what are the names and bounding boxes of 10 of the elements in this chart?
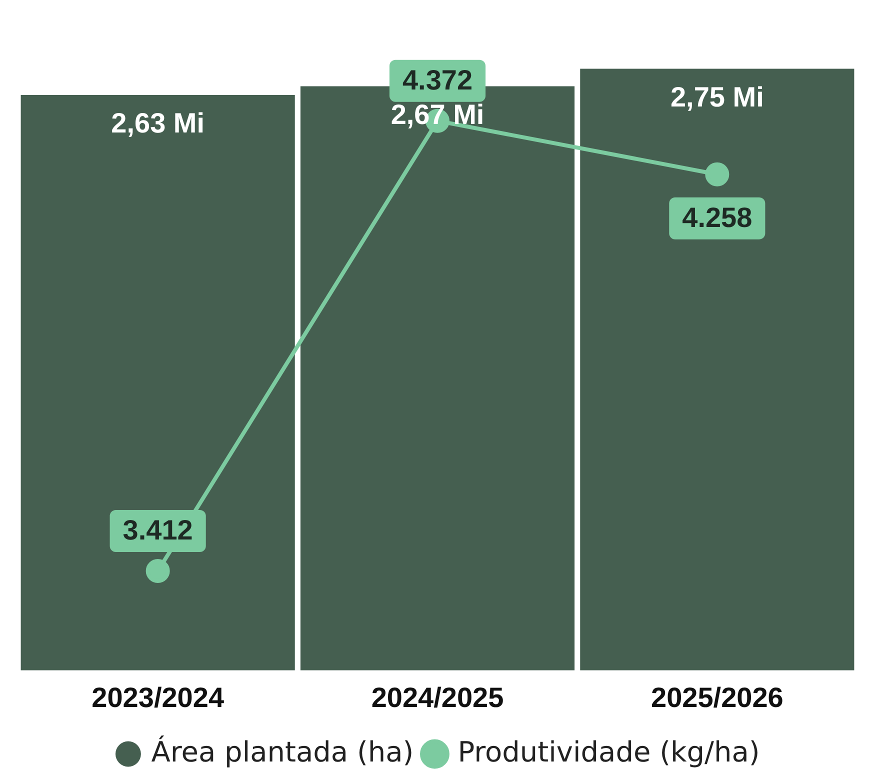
legend-label: Produtividade (kg/ha) (458, 735, 760, 768)
data-label: 3.412 (122, 514, 193, 546)
data-label: 2,75 Mi (670, 81, 764, 112)
data-label: 4.372 (402, 64, 473, 96)
x-tick-label: 2024/2025 (371, 682, 504, 713)
data-label: 2,63 Mi (111, 108, 205, 139)
x-tick-label: 2023/2024 (92, 682, 224, 713)
x-tick-label: 2025/2026 (650, 682, 784, 713)
data-label: 4.258 (682, 202, 752, 234)
legend-label: Área plantada (ha) (151, 735, 414, 768)
